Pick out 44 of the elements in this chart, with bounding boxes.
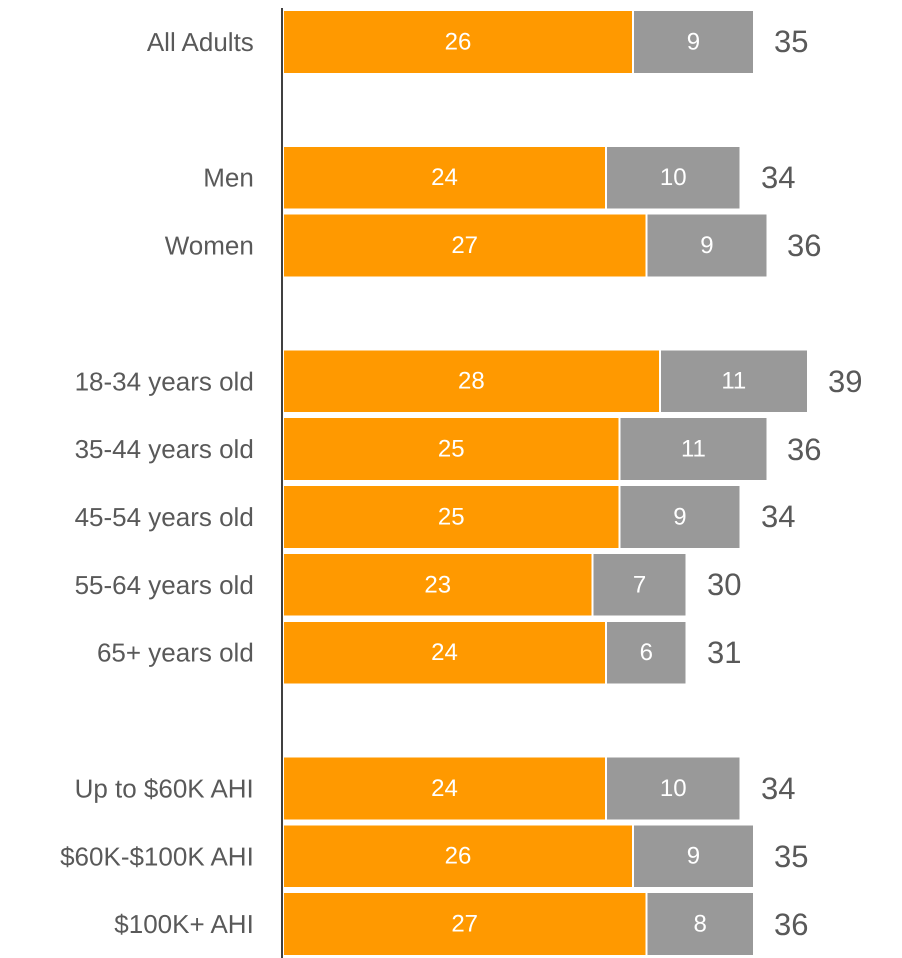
total-label: 34 [761, 160, 796, 195]
total-label: 35 [774, 24, 808, 59]
data-label: 23 [424, 571, 452, 598]
y-tick-label: 18-34 years old [74, 366, 254, 396]
data-label: 27 [451, 910, 478, 938]
data-label: 28 [458, 368, 485, 395]
data-label: 9 [686, 28, 700, 56]
data-label: 24 [431, 164, 458, 192]
y-tick-label: Men [203, 162, 254, 193]
y-tick-label: All Adults [146, 27, 254, 58]
total-label: 34 [761, 499, 796, 534]
data-label: 10 [660, 774, 687, 802]
y-tick-label: Up to $60K AHI [74, 773, 254, 804]
data-label: 6 [640, 639, 654, 666]
y-tick-label: 45-54 years old [74, 502, 254, 532]
y-tick-label: 55-64 years old [74, 570, 254, 600]
total-label: 31 [707, 635, 742, 670]
y-tick-label: Women [164, 230, 254, 261]
total-label: 36 [787, 432, 822, 467]
data-label: 11 [680, 436, 706, 463]
data-label: 8 [693, 910, 707, 938]
total-label: 34 [761, 771, 796, 806]
y-tick-label: $60K-$100K AHI [60, 841, 254, 872]
y-tick-label: $100K+ AHI [114, 909, 254, 940]
y-tick-label: 35-44 years old [74, 434, 254, 464]
y-tick-label: 65+ years old [96, 638, 254, 668]
data-label: 26 [444, 842, 472, 870]
data-label: 26 [444, 28, 472, 56]
total-label: 36 [787, 228, 822, 263]
data-label: 27 [451, 232, 478, 259]
total-label: 30 [707, 567, 742, 602]
data-label: 7 [632, 571, 646, 598]
total-label: 36 [774, 907, 808, 942]
data-label: 24 [431, 639, 458, 666]
data-label: 9 [700, 232, 714, 259]
data-label: 24 [431, 774, 458, 802]
data-label: 9 [686, 842, 700, 870]
data-label: 11 [721, 368, 746, 395]
data-label: 25 [438, 503, 465, 530]
data-label: 25 [438, 436, 465, 463]
data-label: 9 [673, 503, 687, 530]
total-label: 39 [828, 364, 862, 399]
total-label: 35 [774, 839, 808, 874]
data-label: 10 [660, 164, 687, 192]
